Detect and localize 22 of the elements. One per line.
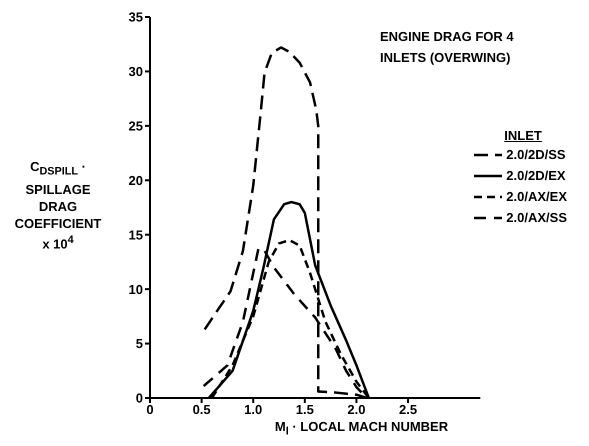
y-tick-label: 25: [128, 118, 143, 134]
text: ENGINE DRAG FOR 4 INLETS (OVERWING): [380, 28, 515, 67]
y-tick-label: 20: [128, 172, 143, 188]
legend-label: 2.0/AX/SS: [506, 210, 567, 225]
y-tick-label: 30: [128, 64, 143, 80]
x-tick-label: 0: [146, 402, 154, 418]
x-tick-label: 1.0: [244, 402, 262, 418]
y-tick-label: 10: [128, 282, 143, 297]
legend-label: 2.0/2D/EX: [506, 168, 566, 183]
x-tick-label: 2.0: [347, 402, 366, 418]
legend-label: 2.0/2D/SS: [506, 147, 566, 162]
legend-label: 2.0/AX/EX: [506, 189, 567, 204]
x-tick-label: 2.5: [399, 402, 418, 418]
text: C$_{D}$$_{SPILL}$ · SPILLAGE DRAG COEFFICIENT x 10$^{4}$: [14, 159, 102, 251]
x-tick-label: 0.5: [192, 402, 211, 418]
y-tick-label: 0: [136, 390, 143, 406]
x-tick-label: 1.5: [296, 402, 314, 418]
y-tick-label: 5: [136, 336, 143, 352]
y-tick-label: 15: [128, 227, 143, 242]
legend-title: INLET: [504, 128, 543, 143]
y-tick-label: 35: [128, 10, 143, 25]
x-axis-title: M$_{l}$ · LOCAL MACH NUMBER: [274, 419, 450, 438]
